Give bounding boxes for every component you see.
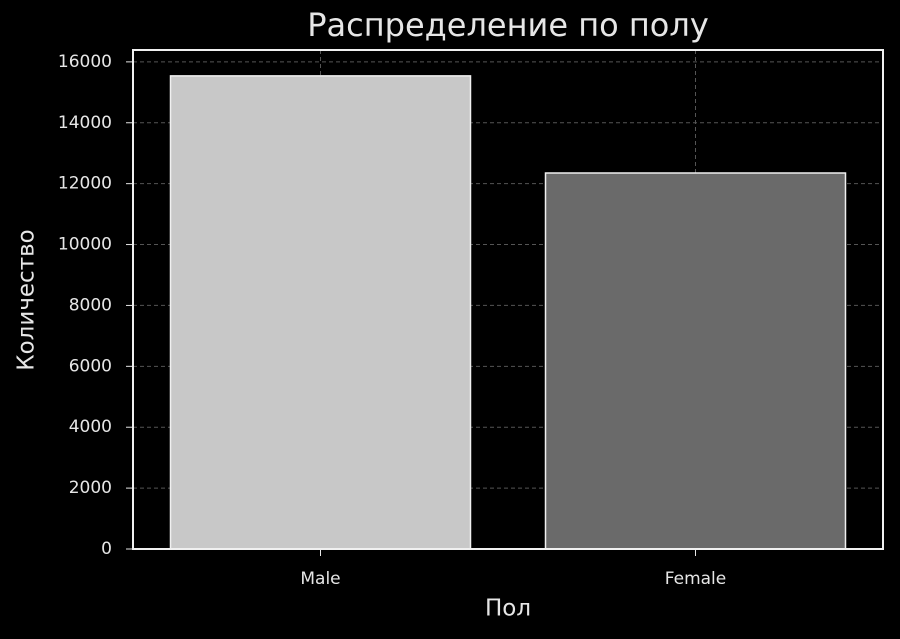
y-tick-label: 6000 [69,356,112,376]
y-tick-label: 2000 [69,478,112,498]
y-tick-label: 0 [101,539,112,559]
y-tick-label: 4000 [69,417,112,437]
y-tick-label: 14000 [58,113,112,133]
plot-frame [132,49,884,550]
bar [169,75,472,550]
y-axis-label: Количество [14,229,40,370]
y-tick-label: 12000 [58,174,112,194]
x-tick-label: Female [665,569,726,589]
x-axis-label: Пол [485,596,531,622]
y-tick-label: 8000 [69,295,112,315]
chart-title: Распределение по полу [307,6,709,44]
x-tick-label: Male [300,569,340,589]
y-tick-label: 16000 [58,52,112,72]
y-tick-label: 10000 [58,235,112,255]
bar [544,172,847,550]
